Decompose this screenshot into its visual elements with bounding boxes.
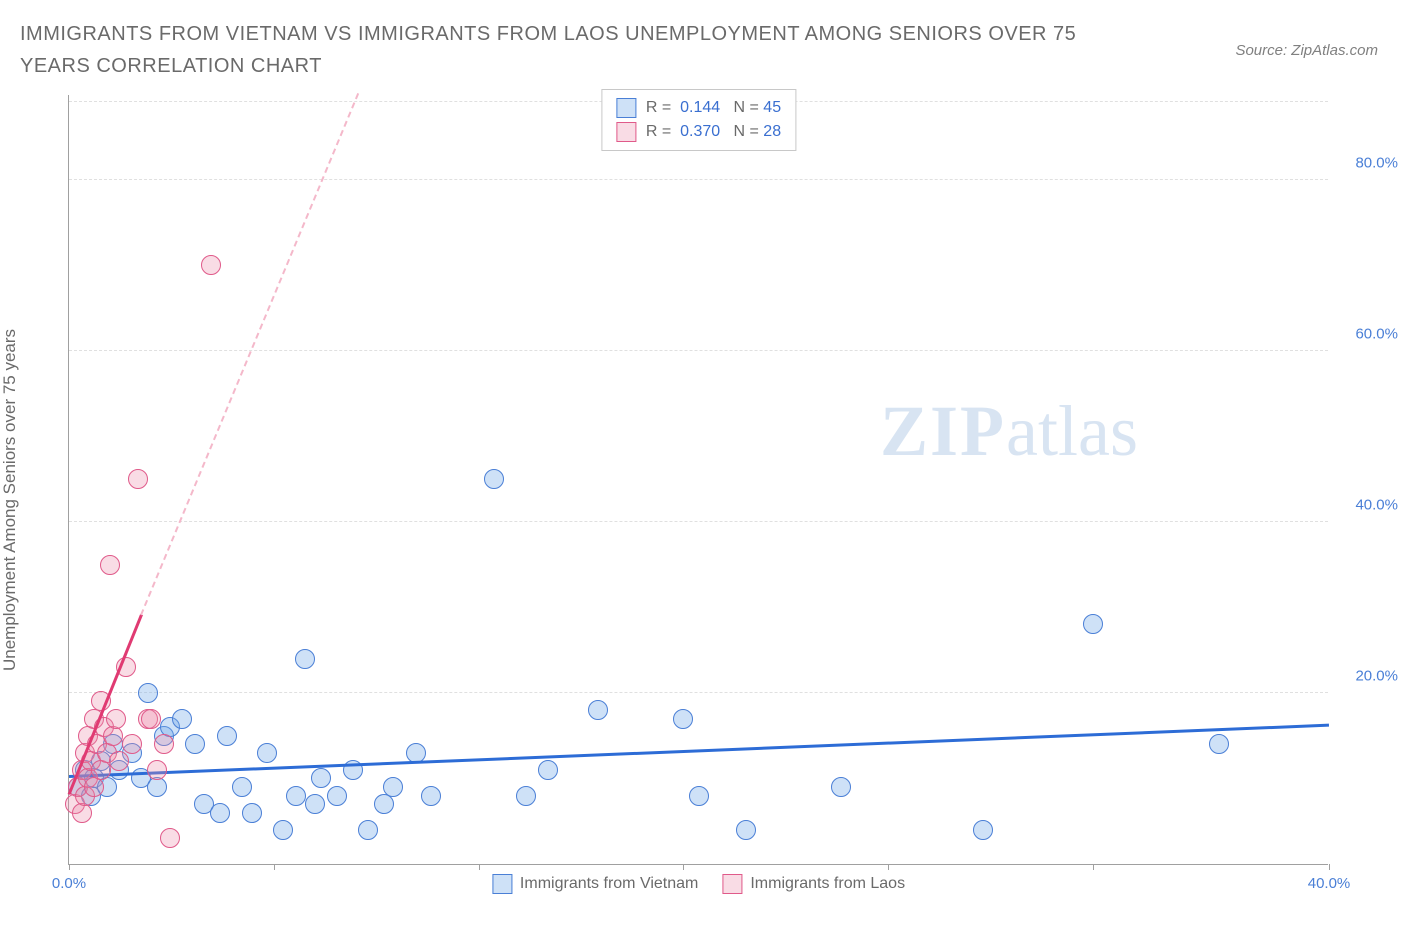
data-point-pink <box>72 803 92 823</box>
legend-stats: R = 0.144 N = 45 R = 0.370 N = 28 <box>601 89 796 151</box>
x-tick-label: 0.0% <box>52 875 86 892</box>
data-point-blue <box>484 469 504 489</box>
data-point-blue <box>538 760 558 780</box>
data-point-blue <box>421 786 441 806</box>
data-point-pink <box>154 734 174 754</box>
x-tick <box>1329 864 1330 870</box>
legend-item-blue: Immigrants from Vietnam <box>492 874 698 894</box>
gridline-h <box>69 692 1328 693</box>
legend-item-pink: Immigrants from Laos <box>722 874 905 894</box>
y-tick-label: 80.0% <box>1338 154 1398 171</box>
x-tick <box>1093 864 1094 870</box>
data-point-blue <box>673 709 693 729</box>
data-point-blue <box>516 786 536 806</box>
watermark-light: atlas <box>1006 391 1138 471</box>
legend-swatch-blue <box>616 98 636 118</box>
data-point-blue <box>257 743 277 763</box>
data-point-pink <box>100 555 120 575</box>
data-point-blue <box>273 820 293 840</box>
legend-swatch-blue <box>492 874 512 894</box>
data-point-blue <box>736 820 756 840</box>
data-point-blue <box>232 777 252 797</box>
legend-label: Immigrants from Vietnam <box>520 875 698 893</box>
y-tick-label: 60.0% <box>1338 325 1398 342</box>
data-point-blue <box>138 683 158 703</box>
source-attribution: Source: ZipAtlas.com <box>1235 42 1378 59</box>
data-point-blue <box>1209 734 1229 754</box>
watermark-bold: ZIP <box>880 391 1006 471</box>
data-point-pink <box>84 777 104 797</box>
legend-label: Immigrants from Laos <box>750 875 905 893</box>
data-point-blue <box>327 786 347 806</box>
data-point-pink <box>109 751 129 771</box>
legend-series: Immigrants from Vietnam Immigrants from L… <box>492 874 905 894</box>
x-tick <box>683 864 684 870</box>
data-point-blue <box>831 777 851 797</box>
data-point-blue <box>1083 614 1103 634</box>
data-point-blue <box>383 777 403 797</box>
data-point-blue <box>217 726 237 746</box>
data-point-blue <box>185 734 205 754</box>
y-axis-label: Unemployment Among Seniors over 75 years <box>0 329 20 671</box>
data-point-blue <box>172 709 192 729</box>
data-point-pink <box>103 726 123 746</box>
data-point-pink <box>122 734 142 754</box>
data-point-blue <box>242 803 262 823</box>
data-point-blue <box>286 786 306 806</box>
y-tick-label: 40.0% <box>1338 496 1398 513</box>
data-point-pink <box>141 709 161 729</box>
data-point-blue <box>374 794 394 814</box>
data-point-blue <box>588 700 608 720</box>
data-point-blue <box>210 803 230 823</box>
x-tick <box>888 864 889 870</box>
gridline-h <box>69 521 1328 522</box>
data-point-blue <box>358 820 378 840</box>
plot-area: ZIPatlas 20.0%40.0%60.0%80.0%0.0%40.0%R … <box>68 95 1328 865</box>
watermark: ZIPatlas <box>880 390 1138 473</box>
data-point-pink <box>91 760 111 780</box>
gridline-h <box>69 350 1328 351</box>
x-tick <box>69 864 70 870</box>
data-point-pink <box>106 709 126 729</box>
data-point-blue <box>147 777 167 797</box>
data-point-pink <box>147 760 167 780</box>
data-point-blue <box>973 820 993 840</box>
chart-title: IMMIGRANTS FROM VIETNAM VS IMMIGRANTS FR… <box>20 18 1120 82</box>
x-tick-label: 40.0% <box>1308 875 1351 892</box>
data-point-pink <box>128 469 148 489</box>
legend-stats-text: R = 0.144 N = 45 <box>646 99 781 117</box>
data-point-blue <box>305 794 325 814</box>
data-point-blue <box>689 786 709 806</box>
data-point-pink <box>201 255 221 275</box>
trendline-dashed <box>141 93 360 616</box>
gridline-h <box>69 179 1328 180</box>
x-tick <box>274 864 275 870</box>
legend-swatch-pink <box>616 122 636 142</box>
data-point-pink <box>160 828 180 848</box>
y-tick-label: 20.0% <box>1338 667 1398 684</box>
legend-swatch-pink <box>722 874 742 894</box>
legend-stats-row: R = 0.370 N = 28 <box>616 120 781 144</box>
chart-container: Unemployment Among Seniors over 75 years… <box>20 95 1386 905</box>
legend-stats-text: R = 0.370 N = 28 <box>646 123 781 141</box>
legend-stats-row: R = 0.144 N = 45 <box>616 96 781 120</box>
data-point-blue <box>295 649 315 669</box>
data-point-blue <box>311 768 331 788</box>
x-tick <box>479 864 480 870</box>
